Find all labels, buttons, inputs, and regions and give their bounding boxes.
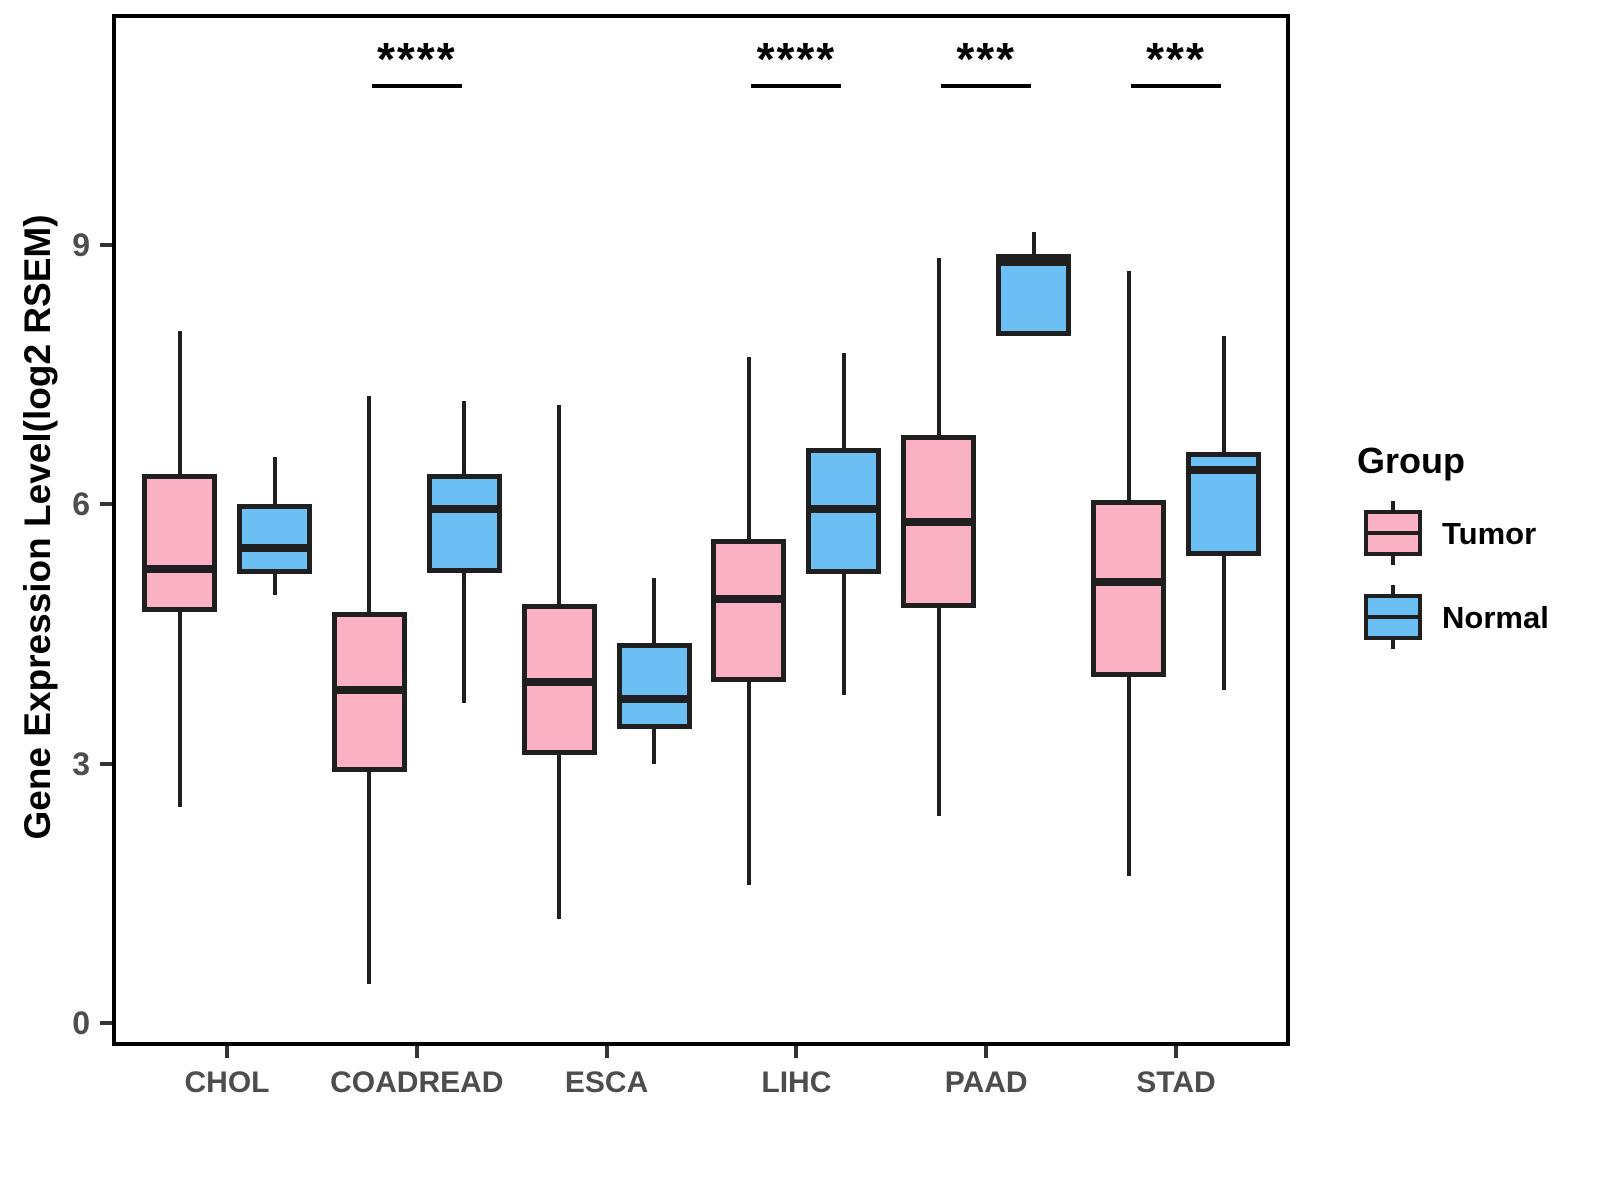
legend-key-median — [1368, 615, 1418, 619]
median-tumor-PAAD — [906, 517, 972, 526]
significance-stars: *** — [1146, 33, 1206, 85]
x-tick-mark — [984, 1046, 989, 1058]
significance-stars: *** — [956, 33, 1017, 85]
legend-key-box — [1364, 510, 1422, 556]
box-tumor-ESCA — [521, 603, 597, 756]
x-tick-label: COADREAD — [330, 1066, 504, 1099]
x-tick-label: ESCA — [564, 1066, 649, 1099]
box-normal-STAD — [1186, 452, 1261, 557]
y-tick-label: 6 — [72, 486, 90, 523]
y-tick-mark — [100, 243, 112, 248]
box-tumor-COADREAD — [331, 612, 407, 773]
y-tick-mark — [100, 1021, 112, 1025]
median-tumor-LIHC — [716, 595, 782, 604]
median-tumor-CHOL — [147, 565, 212, 574]
median-tumor-ESCA — [526, 677, 592, 686]
legend-label-tumor: Tumor — [1442, 516, 1537, 551]
x-tick-mark — [604, 1046, 609, 1058]
legend-title: Group — [1357, 440, 1465, 481]
median-normal-COADREAD — [431, 504, 497, 513]
legend-label-normal: Normal — [1442, 600, 1549, 635]
y-tick-mark — [100, 761, 112, 766]
legend-key-tumor-icon — [1364, 501, 1422, 565]
median-tumor-STAD — [1096, 578, 1161, 587]
x-tick-label: PAAD — [944, 1066, 1028, 1099]
x-tick-label: CHOL — [184, 1066, 270, 1099]
median-tumor-COADREAD — [336, 686, 402, 695]
box-normal-CHOL — [237, 504, 312, 574]
significance-bar — [371, 84, 462, 88]
legend-key-median — [1368, 531, 1418, 535]
significance-stars: **** — [376, 33, 457, 85]
median-normal-PAAD — [1001, 258, 1067, 267]
significance-bar — [1131, 84, 1221, 88]
significance-bar — [751, 84, 842, 88]
median-normal-LIHC — [811, 504, 877, 513]
box-tumor-STAD — [1091, 500, 1166, 678]
box-normal-PAAD — [996, 253, 1072, 336]
y-axis-title: Gene Expression Level(log2 RSEM) — [17, 214, 58, 840]
y-tick-label: 0 — [72, 1005, 90, 1041]
box-tumor-LIHC — [711, 538, 787, 682]
x-tick-label: LIHC — [761, 1066, 832, 1099]
legend-key-normal-icon — [1364, 585, 1422, 649]
y-tick-label: 9 — [72, 227, 90, 264]
legend: Group Tumor Normal — [1320, 430, 1600, 670]
box-normal-LIHC — [806, 448, 882, 574]
box-normal-ESCA — [616, 642, 692, 730]
x-tick-mark — [414, 1046, 419, 1058]
significance-bar — [941, 84, 1032, 88]
box-tumor-PAAD — [901, 435, 977, 609]
y-tick-mark — [100, 502, 112, 507]
x-tick-mark — [794, 1046, 799, 1058]
median-normal-CHOL — [242, 543, 307, 552]
x-tick-mark — [1174, 1046, 1178, 1058]
significance-stars: **** — [756, 33, 837, 85]
y-tick-label: 3 — [72, 745, 90, 782]
x-tick-mark — [225, 1046, 229, 1058]
legend-key-box — [1364, 594, 1422, 640]
median-normal-ESCA — [621, 694, 687, 703]
x-tick-label: STAD — [1136, 1066, 1216, 1099]
box-normal-COADREAD — [426, 474, 502, 574]
box-tumor-CHOL — [142, 474, 217, 613]
median-normal-STAD — [1191, 465, 1256, 474]
